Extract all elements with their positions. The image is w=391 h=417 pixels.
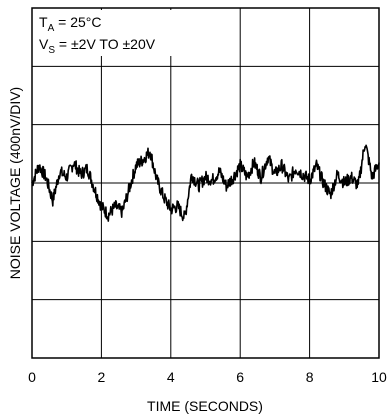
series-group (31, 144, 380, 222)
x-tick-label: 4 (167, 369, 175, 385)
x-axis-title: TIME (SECONDS) (147, 398, 263, 414)
x-tick-labels: 0 2 4 6 8 10 (28, 369, 387, 385)
x-tick-label: 2 (98, 369, 106, 385)
x-tick-label: 6 (236, 369, 244, 385)
x-tick-label: 8 (306, 369, 314, 385)
x-tick-label: 0 (28, 369, 36, 385)
condition-ta: TA = 25°C (39, 14, 101, 34)
y-axis-title: NOISE VOLTAGE (400nV/DIV) (7, 87, 23, 279)
condition-vs: VS = ±2V TO ±20V (39, 36, 156, 56)
x-tick-label: 10 (371, 369, 387, 385)
grid (32, 8, 379, 358)
noise-trace-line (31, 144, 380, 222)
conditions-box (34, 10, 184, 56)
